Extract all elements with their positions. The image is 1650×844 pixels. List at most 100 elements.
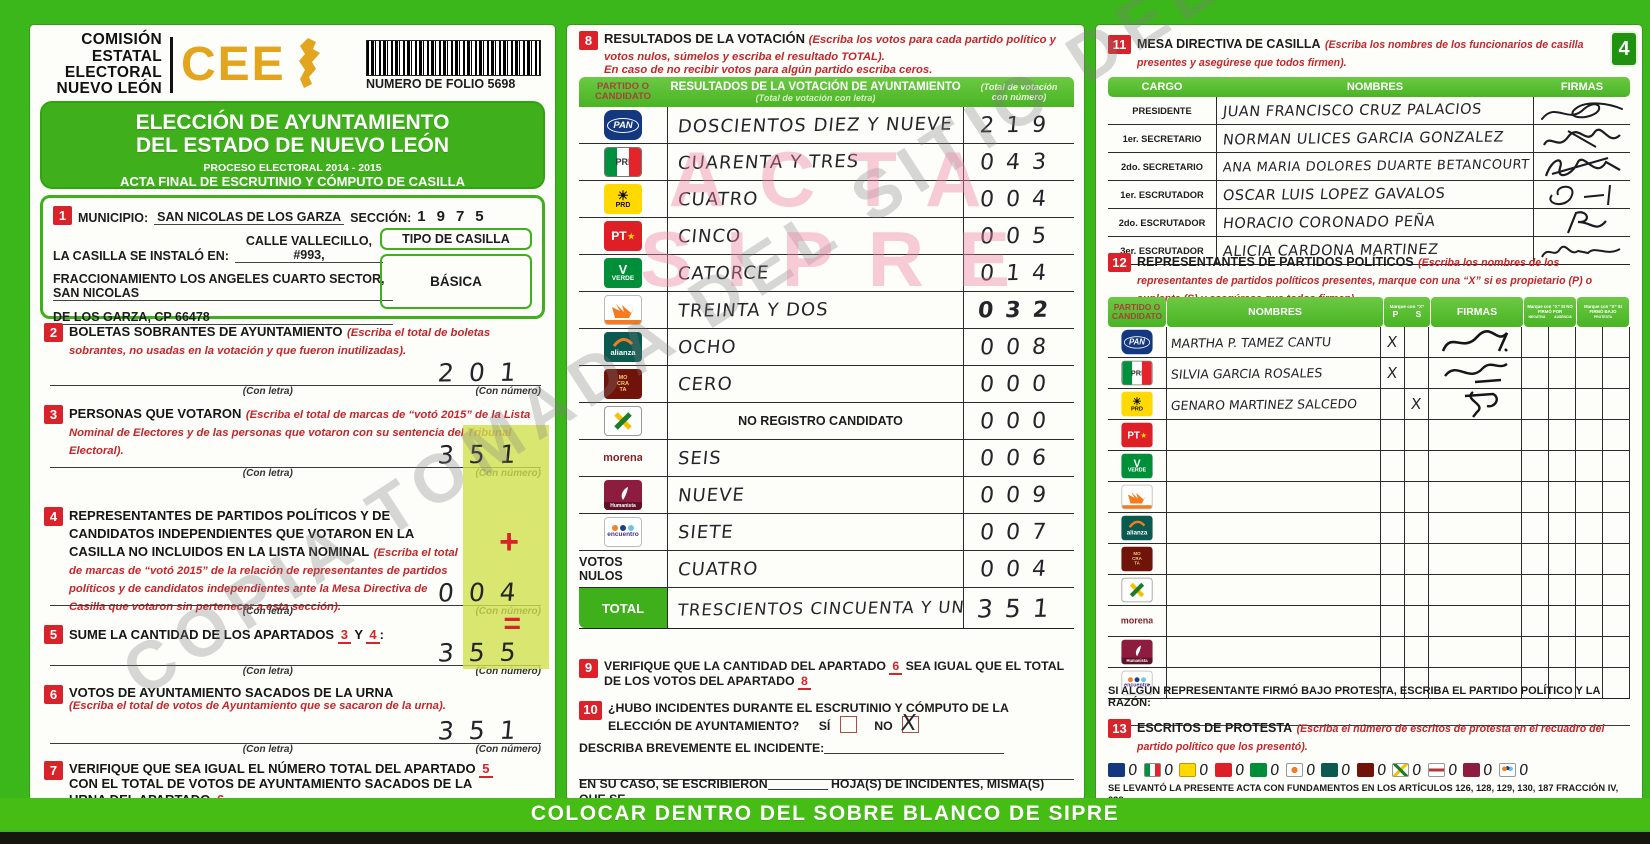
escritos-protesta-row: 0 0 0 0 0 0 0 0 0 0 0 0: [1108, 761, 1630, 779]
pan-mini-icon: [1108, 763, 1125, 777]
brand-line: ESTATAL: [91, 47, 162, 65]
votes-numero: 014: [978, 260, 1060, 286]
nueva-alianza-mini-icon: [1321, 763, 1339, 777]
cruzada-ciudadana-mini-icon: [1392, 763, 1410, 777]
document-header: COMISIÓN ESTATAL ELECTORAL NUEVO LEÓN CE…: [44, 32, 541, 97]
col-firmas-header: FIRMAS: [1431, 297, 1523, 327]
signature-scribble-icon: [1534, 97, 1630, 124]
protesta-count: 0: [1127, 760, 1139, 780]
section-3-title: PERSONAS QUE VOTARON: [69, 406, 242, 421]
votes-letra: SIETE: [676, 521, 735, 543]
partido-democrata-logo: MO CRA TA: [604, 369, 642, 399]
propietario-mark: X: [1386, 363, 1399, 383]
result-row-cruzada-ciudadana: NO REGISTRO CANDIDATO 000: [579, 403, 1074, 440]
signature-scribble-icon: [1534, 237, 1630, 264]
apartado-8-ref: 8: [798, 674, 811, 691]
nombre-handwritten: NORMAN ULICES GARCIA GONZALEZ: [1222, 129, 1505, 148]
brand-line: COMISIÓN: [81, 31, 162, 49]
protesta-count: 0: [1447, 760, 1459, 780]
votes-numero: 007: [978, 519, 1060, 545]
signature-scribble-icon: [1428, 389, 1521, 419]
section-2-boletas-sobrantes: 2 BOLETAS SOBRANTES DE AYUNTAMIENTO (Esc…: [44, 323, 541, 399]
section-1-casilla-info: 1 MUNICIPIO: SAN NICOLAS DE LOS GARZA SE…: [40, 195, 545, 325]
section-number-badge: 10: [579, 701, 602, 720]
section-number-badge: 1: [53, 206, 72, 225]
protesta-blank-line: [1108, 725, 1630, 726]
pan-logo: PAN: [1121, 329, 1153, 355]
section-number-badge: 12: [1108, 253, 1131, 272]
divider: [170, 37, 173, 93]
votes-letra: CINCO: [676, 225, 743, 247]
pri-logo: PRI: [604, 147, 642, 177]
total-label: TOTAL: [579, 588, 667, 628]
instalada-line1: CALLE VALLECILLO, #993,: [234, 234, 383, 263]
instalada-line3: DE LOS GARZA, CP 66478: [53, 310, 393, 325]
brand-line: NUEVO LEÓN: [56, 80, 162, 98]
partido-democrata-logo: MO CRA TA: [1121, 546, 1153, 572]
cargo-label: 2do. SECRETARIO: [1121, 161, 1203, 172]
section-number-badge: 2: [44, 323, 63, 342]
result-row-votos-nulos: VOTOS NULOS CUATRO 004: [579, 551, 1074, 588]
brand-block: COMISIÓN ESTATAL ELECTORAL NUEVO LEÓN: [44, 32, 162, 97]
protesta-count: 0: [1411, 760, 1423, 780]
votes-letra: CERO: [676, 373, 734, 395]
votes-letra: CUATRO: [676, 558, 760, 580]
mesa-row-1er-escrutador: 1er. ESCRUTADOR OSCAR LUIS LOPEZ GAVALOS: [1108, 181, 1630, 209]
section-12-title: REPRESENTANTES DE PARTIDOS POLÍTICOS: [1137, 255, 1414, 269]
morena-logo: morena: [1121, 616, 1153, 626]
result-row-encuentro-social: encuentro SIETE 007: [579, 514, 1074, 551]
highlight-column: [463, 425, 549, 669]
votes-numero: 005: [978, 223, 1060, 249]
col-numero-header: (Total de votación con número): [980, 82, 1058, 102]
signature-scribble-icon: [1534, 125, 1630, 152]
result-row-prd: ☀ PRD CUATRO 004: [579, 181, 1074, 218]
mesa-row-2do-secretario: 2do. SECRETARIO ANA MARIA DOLORES DUARTE…: [1108, 153, 1630, 181]
representantes-votaron-value: 004: [436, 577, 533, 608]
section-11-title: MESA DIRECTIVA DE CASILLA: [1137, 37, 1321, 51]
bottom-instruction-band: COLOCAR DENTRO DEL SOBRE BLANCO DE SIPRE: [0, 798, 1650, 830]
col-marque-header: Marque con “X” P S: [1384, 297, 1430, 327]
election-title-line2: DEL ESTADO DE NUEVO LEÓN: [135, 134, 450, 158]
incidente-line2: [579, 767, 1074, 782]
incidente-blank-line: [824, 753, 1005, 754]
representantes-table-header: PARTIDO O CANDIDATO NOMBRES Marque con “X…: [1108, 297, 1630, 327]
votes-numero: 006: [978, 445, 1060, 471]
si-checkbox: [839, 716, 857, 734]
col-no-firmo-header: Marque con “X” SI NO FIRMÓ POR NEGATIVA AU…: [1524, 297, 1576, 327]
rep-nombre: SILVIA GARCIA ROSALES: [1170, 364, 1324, 382]
protesta-note: SI ALGÚN REPRESENTANTE FIRMÓ BAJO PROTES…: [1108, 685, 1630, 726]
result-row-pri: PRI CUARENTA Y TRES 043: [579, 144, 1074, 181]
rep-row-partido-democrata: MO CRA TA: [1108, 544, 1630, 575]
section-8-title: RESULTADOS DE LA VOTACIÓN: [604, 31, 806, 46]
apartado-6-ref: 6: [889, 659, 903, 675]
seccion-label: SECCIÓN:: [350, 211, 412, 225]
section-8-instruction-1: (Escriba los votos para cada partido pol…: [604, 34, 1056, 63]
votes-numero: 000: [978, 371, 1060, 397]
result-row-verde: V VERDE CATORCE 014: [579, 255, 1074, 292]
equals-sign: =: [503, 607, 521, 640]
no-checkbox: X: [900, 711, 920, 736]
section-11-instruction: (Escriba los nombres de los funcionarios…: [1137, 39, 1584, 69]
results-table-header: PARTIDO O CANDIDATO RESULTADOS DE LA VOTA…: [579, 77, 1074, 107]
prd-mini-icon: [1179, 763, 1197, 777]
section-10-incidentes: 10 ¿HUBO INCIDENTES DURANTE EL ESCRUTINI…: [579, 701, 1074, 736]
band-text: COLOCAR DENTRO DEL SOBRE BLANCO DE SIPRE: [530, 802, 1120, 825]
section-4-representantes-votaron: 4 REPRESENTANTES DE PARTIDOS POLÍTICOS Y…: [44, 507, 541, 619]
humanista-logo: Humanista: [1121, 639, 1153, 665]
protesta-count: 0: [1304, 760, 1317, 780]
signature-scribble-icon: [1428, 358, 1521, 388]
rep-row-prd: ☀ PRD GENARO MARTINEZ SALCEDO X: [1108, 389, 1630, 420]
encuentro-social-logo: encuentro: [1121, 670, 1153, 696]
total-numero: 351: [975, 593, 1063, 623]
protesta-count: 0: [1198, 760, 1210, 780]
section-number-badge: 6: [44, 685, 63, 704]
section-6-instruction: (Escriba el total de votos de Ayuntamien…: [69, 700, 446, 713]
mesa-row-2do-escrutador: 2do. ESCRUTADOR HORACIO CORONADO PEÑA: [1108, 209, 1630, 237]
mesa-row-presidente: PRESIDENTE JUAN FRANCISCO CRUZ PALACIOS: [1108, 97, 1630, 125]
rep-row-morena: morena: [1108, 606, 1630, 637]
results-panel: 8 RESULTADOS DE LA VOTACIÓN (Escriba los…: [567, 25, 1084, 822]
verde-logo: V VERDE: [1121, 453, 1153, 479]
con-letra-label: (Con letra): [242, 744, 293, 755]
con-letra-label: (Con letra): [242, 666, 293, 677]
mesa-panel: 4 11 MESA DIRECTIVA DE CASILLA (Escriba …: [1096, 25, 1642, 816]
